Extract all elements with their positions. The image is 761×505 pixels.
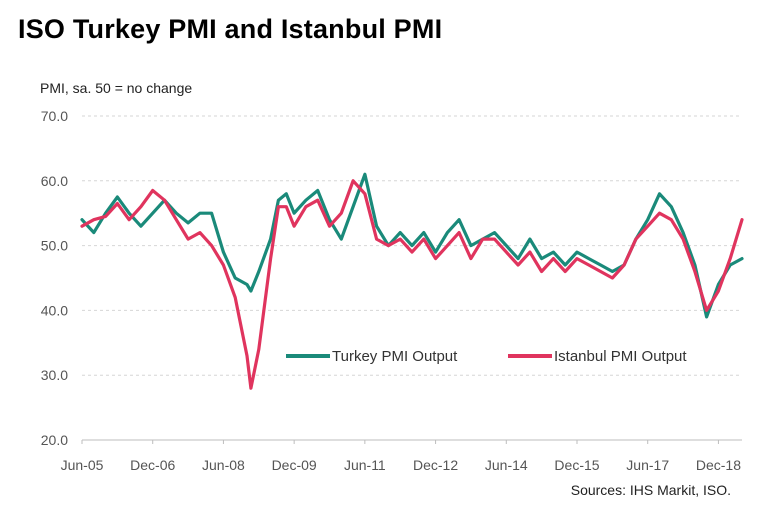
legend-label: Istanbul PMI Output — [554, 348, 687, 365]
source-note: Sources: IHS Markit, ISO. — [570, 482, 731, 498]
grid-lines — [82, 115, 742, 441]
y-axis-label: PMI, sa. 50 = no change — [40, 80, 193, 96]
y-axis-ticks: 20.0 30.0 40.0 50.0 60.0 70.0 — [41, 108, 68, 448]
series-line-istanbul-pmi-output — [80, 179, 744, 390]
x-tick-label: Jun-11 — [344, 457, 386, 473]
y-tick-label: 60.0 — [41, 173, 68, 189]
x-axis-ticks: Jun-05 Dec-06 Jun-08 Dec-09 Jun-11 Dec-12 Jun-… — [61, 440, 741, 473]
y-tick-label: 50.0 — [41, 238, 68, 254]
x-tick-label: Dec-09 — [272, 457, 317, 473]
series-lines — [80, 172, 744, 390]
x-tick-label: Jun-08 — [202, 457, 245, 473]
x-tick-label: Dec-06 — [130, 457, 175, 473]
y-tick-label: 30.0 — [41, 367, 68, 383]
chart-title: ISO Turkey PMI and Istanbul PMI — [18, 14, 443, 44]
legend-label: Turkey PMI Output — [332, 348, 458, 365]
y-tick-label: 20.0 — [41, 432, 68, 448]
x-tick-label: Jun-05 — [61, 457, 104, 473]
x-tick-label: Jun-17 — [626, 457, 669, 473]
y-tick-label: 70.0 — [41, 108, 68, 124]
x-tick-label: Jun-14 — [485, 457, 528, 473]
x-tick-label: Dec-15 — [554, 457, 599, 473]
y-tick-label: 40.0 — [41, 302, 68, 318]
x-tick-label: Dec-18 — [696, 457, 741, 473]
legend: Turkey PMI Output Istanbul PMI Output — [286, 348, 687, 365]
x-tick-label: Dec-12 — [413, 457, 458, 473]
